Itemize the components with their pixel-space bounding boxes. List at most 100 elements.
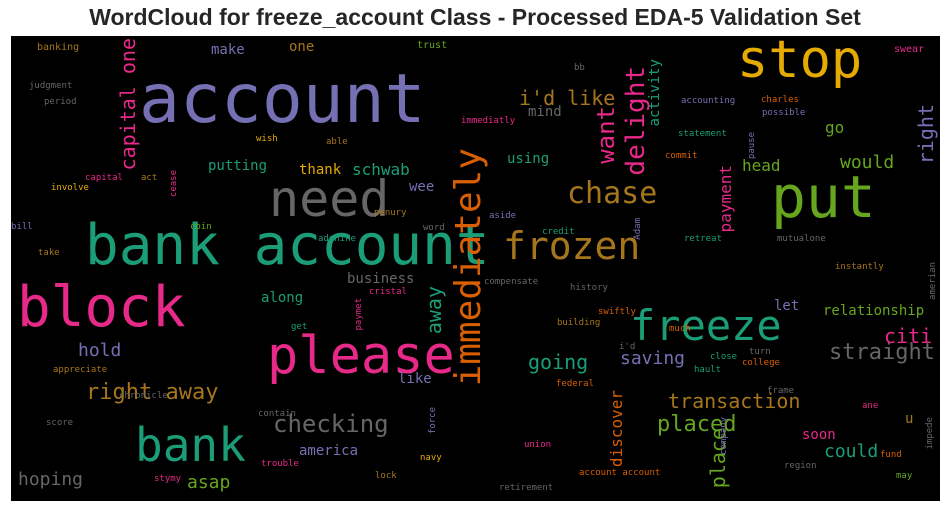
word-block: block [17,275,186,340]
word-need: need [269,170,390,228]
word-stop: stop [737,36,863,90]
word-region: region [784,461,817,471]
word-ane: ane [862,401,879,411]
word-score: score [46,418,74,428]
word-soon: soon [802,427,836,443]
word-like: like [398,371,432,387]
word-account-account: account account [579,468,661,478]
word-instantly: instantly [835,262,884,272]
word-going: going [528,350,589,374]
word-trust: trust [417,40,448,51]
word-building: building [557,318,601,328]
word-using: using [507,151,550,167]
word-penury: penury [374,208,407,218]
word-retreat: retreat [684,234,722,244]
word-coin: coin [190,222,212,232]
word-banking: banking [37,42,80,53]
word-straight: straight [829,340,935,365]
word-capital: capital [85,173,123,183]
word-swear: swear [894,44,925,55]
word-hoping: hoping [18,469,84,490]
word-frame: frame [767,386,795,396]
word-contain: contain [258,409,296,419]
word-amerian: amerian [928,262,938,300]
word-thank: thank [299,162,342,178]
word-let: let [774,298,800,314]
word-want: want [592,106,620,164]
word-lock: lock [375,471,397,481]
word-would: would [840,152,895,173]
chart-title: WordCloud for freeze_account Class - Pro… [89,4,861,30]
word-judgment: judgment [29,81,73,91]
word-adam: Adam [633,218,643,240]
word-head: head [742,156,781,175]
word-putting: putting [208,158,268,174]
word-delight: delight [621,66,651,176]
word-charles: charles [761,95,799,105]
word-history: history [570,283,608,293]
word-i-d: i'd [619,342,636,352]
word-mind: mind [528,104,562,120]
word-cristal: cristal [369,287,407,297]
word-impede: impede [925,417,935,450]
word-accounting: accounting [681,96,736,106]
word-take: take [38,248,60,258]
word-retirement: retirement [499,483,554,493]
word-checking: checking [273,410,389,438]
word-pause: pause [747,132,757,160]
word-schwab: schwab [352,160,410,179]
word-account: account [139,60,426,139]
word-payment: payment [716,165,735,233]
word-credit: credit [542,227,575,237]
word-may: may [896,471,913,481]
word-activity: activity [647,59,663,127]
word-get: get [291,322,308,332]
word-statement: statement [678,129,727,139]
word-paymet: paymet [354,298,364,331]
word-act: act [141,173,158,183]
word-navy: navy [420,453,442,463]
word-relationship: relationship [823,303,925,319]
word-transaction: transaction [668,389,801,413]
word-along: along [261,290,304,306]
word-chronicle: chronicle [119,391,168,401]
word-mutualone: mutualone [777,234,826,244]
word-make: make [211,42,245,58]
word-trouble: trouble [261,459,299,469]
word-company: company [719,417,729,455]
word-hold: hold [78,340,122,361]
word-involve: involve [51,183,89,193]
word-federal: federal [556,379,594,389]
word-word: word [423,223,445,233]
word-discover: discover [607,390,626,468]
word-placed: placed [657,412,737,437]
word-swiftly: swiftly [598,307,636,317]
word-right: right [914,104,938,165]
word-union: union [524,440,552,450]
word-bb: bb [574,63,585,73]
word-possible: possible [762,108,806,118]
word-saving: saving [620,348,686,369]
word-cease: cease [169,170,179,198]
word-america: america [299,443,359,459]
word-right-away: right away [86,380,219,405]
word-u: u [905,411,914,427]
word-adenine: adenine [318,234,356,244]
word-commit: commit [665,151,698,161]
word-away: away [422,286,446,335]
word-asap: asap [187,472,231,493]
word-go: go [825,118,845,137]
word-turn: turn [749,347,771,357]
word-aside: aside [489,211,517,221]
word-chase: chase [567,176,658,211]
word-fund: fund [880,450,902,460]
word-immediately: immediately [448,148,489,387]
word-immediatly: immediatly [461,116,516,126]
word-bank-account: bank account [85,213,490,278]
word-freeze: freeze [630,301,782,350]
word-cloud: account stop put need bank account block pleas… [11,36,940,501]
word-capital-one: capital one [116,38,140,171]
word-please: please [267,326,455,386]
word-appreciate: appreciate [53,365,108,375]
word-compensate: compensate [484,277,539,287]
